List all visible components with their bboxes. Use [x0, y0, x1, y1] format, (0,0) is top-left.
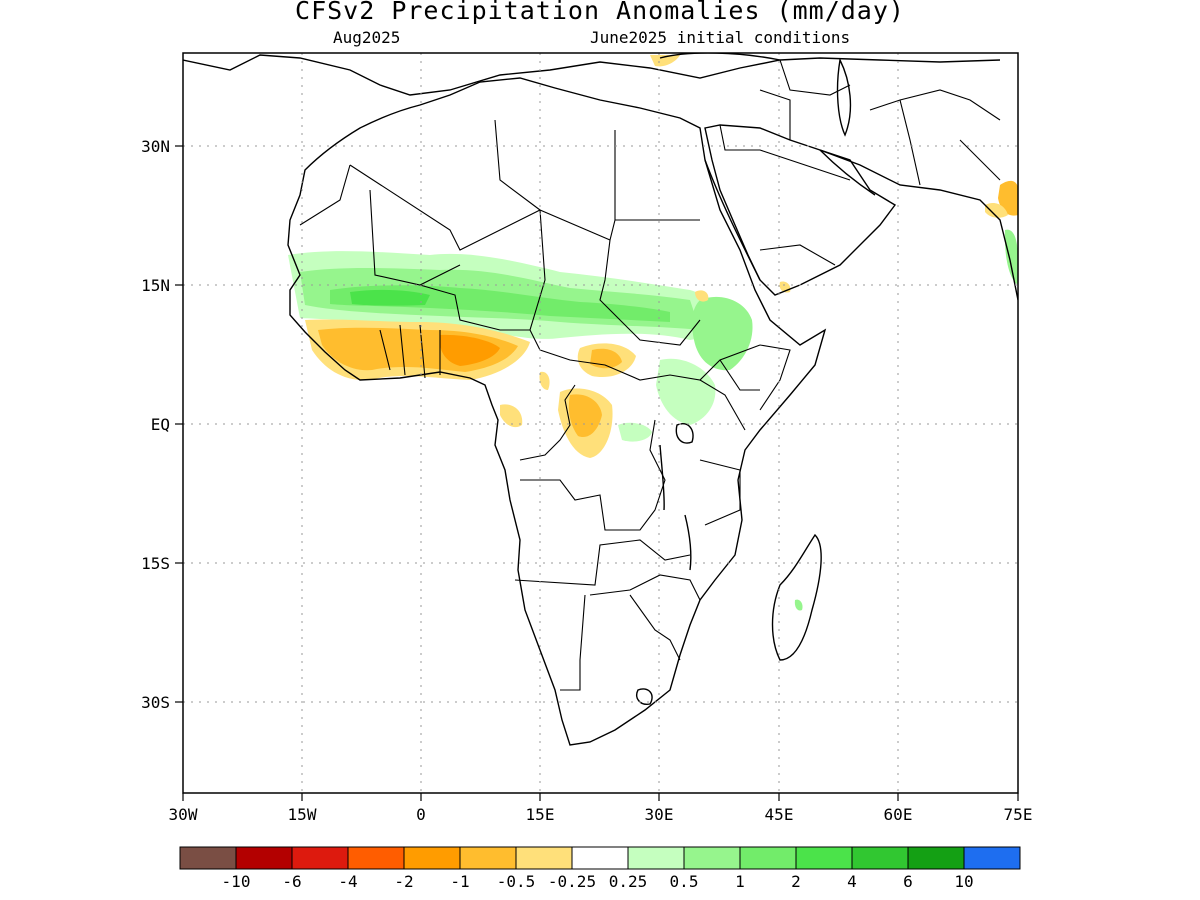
- india-dry-outer: [985, 203, 1008, 218]
- colorbar-label: -1: [450, 872, 469, 891]
- colorbar-swatch: [963, 846, 1021, 870]
- colorbar-swatch: [291, 846, 349, 870]
- east-africa-wet: [656, 358, 716, 425]
- x-tick-marks: [182, 793, 1019, 801]
- europe-coastline: [183, 54, 1001, 96]
- congo-dry-core: [568, 394, 602, 438]
- forecast-month: Aug2025: [333, 28, 401, 47]
- lake-malawi: [684, 514, 692, 571]
- colorbar-label: 4: [847, 872, 857, 891]
- caspian: [836, 57, 852, 137]
- colorbar-label: 2: [791, 872, 801, 891]
- cameroon-dry: [539, 371, 550, 390]
- y-tick-label: EQ: [151, 415, 170, 434]
- red-sea: [704, 159, 761, 281]
- graticule: [183, 53, 1018, 793]
- ethiopia-wet: [692, 296, 753, 371]
- colorbar-swatch: [403, 846, 461, 870]
- colorbar-label: -10: [222, 872, 251, 891]
- ne-dry: [650, 55, 680, 67]
- colorbar-swatch: [347, 846, 405, 870]
- x-tick-label: 15E: [526, 805, 555, 824]
- x-tick-label: 0: [416, 805, 426, 824]
- gulf-guinea-dry-core: [439, 334, 500, 366]
- colorbar-swatch: [515, 846, 573, 870]
- y-tick-label: 30S: [141, 693, 170, 712]
- congo-wet: [618, 422, 652, 442]
- colorbar-swatch: [795, 846, 853, 870]
- map-frame: [182, 52, 1019, 794]
- x-tick-label: 45E: [765, 805, 794, 824]
- y-tick-label: 30N: [141, 137, 170, 156]
- persian-gulf: [819, 149, 876, 196]
- colorbar: [179, 846, 1021, 870]
- x-tick-label: 15W: [288, 805, 317, 824]
- colorbar-swatch: [459, 846, 517, 870]
- anomaly-shading: [288, 55, 1018, 611]
- colorbar-swatch: [739, 846, 797, 870]
- y-tick-label: 15S: [141, 554, 170, 573]
- lesotho: [636, 688, 653, 705]
- colorbar-label: 0.25: [609, 872, 648, 891]
- colorbar-label: 6: [903, 872, 913, 891]
- colorbar-swatch: [235, 846, 293, 870]
- madagascar-coastline: [771, 533, 822, 661]
- black-sea: [659, 53, 781, 61]
- madagascar-wet: [794, 599, 803, 611]
- sudan-dry: [695, 290, 709, 302]
- country-borders: [299, 59, 1001, 691]
- chart-title: CFSv2 Precipitation Anomalies (mm/day): [295, 0, 905, 25]
- x-tick-label: 30W: [169, 805, 198, 824]
- colorbar-labels: -10 -6 -4 -2 -1 -0.5 -0.25 0.25 0.5 1 2 4 6 10: [222, 872, 974, 891]
- sahel-wet-peak: [350, 289, 430, 306]
- colorbar-label: 0.5: [670, 872, 699, 891]
- colorbar-label: -6: [282, 872, 301, 891]
- colorbar-swatch: [907, 846, 965, 870]
- x-tick-label: 60E: [884, 805, 913, 824]
- lake-victoria: [675, 423, 694, 444]
- colorbar-label: -2: [394, 872, 413, 891]
- gabon-dry: [500, 404, 523, 428]
- colorbar-label: -4: [338, 872, 357, 891]
- colorbar-swatch: [683, 846, 741, 870]
- colorbar-label: 10: [954, 872, 973, 891]
- x-tick-label: 75E: [1004, 805, 1033, 824]
- y-tick-label: 15N: [141, 276, 170, 295]
- lake-tanganyika: [659, 444, 665, 511]
- y-tick-marks: [175, 145, 183, 703]
- colorbar-swatch: [627, 846, 685, 870]
- colorbar-label: 1: [735, 872, 745, 891]
- colorbar-swatch: [851, 846, 909, 870]
- colorbar-swatch: [179, 846, 237, 870]
- colorbar-label: -0.25: [548, 872, 596, 891]
- colorbar-swatch: [571, 846, 629, 870]
- iran-coastline: [819, 149, 1018, 301]
- africa-coastline: [287, 77, 827, 746]
- colorbar-label: -0.5: [497, 872, 536, 891]
- x-tick-label: 30E: [645, 805, 674, 824]
- initial-conditions: June2025 initial conditions: [590, 28, 851, 47]
- india-wet: [1004, 229, 1018, 285]
- car-dry-core: [590, 348, 622, 369]
- coastlines: [183, 53, 1018, 746]
